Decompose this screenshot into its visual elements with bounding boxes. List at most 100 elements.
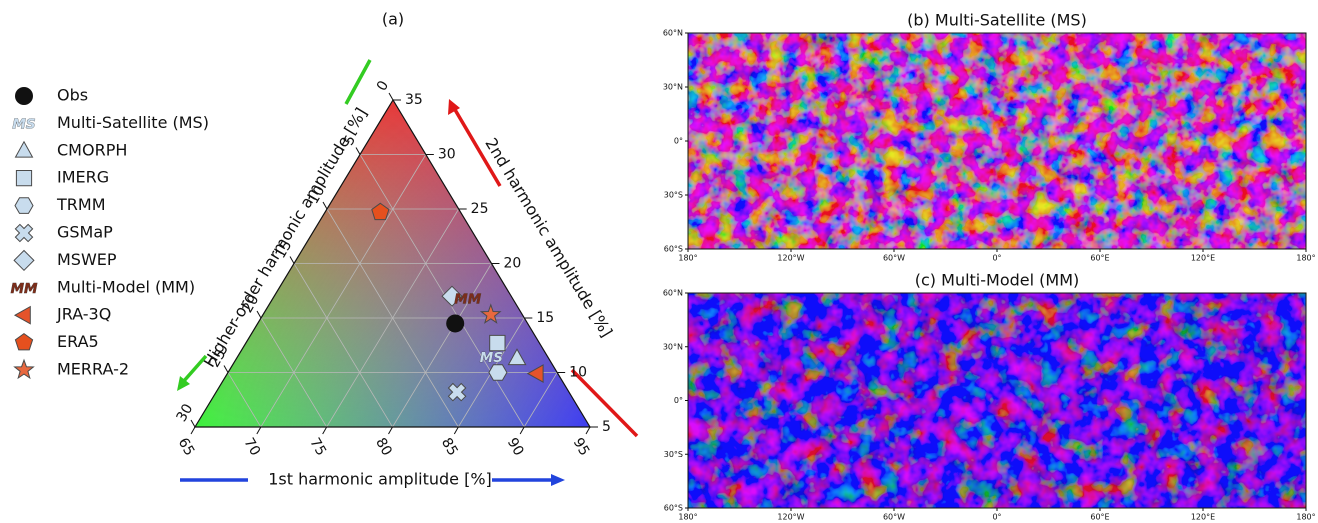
- tick-mark: [256, 426, 262, 435]
- second-tick-label: 10: [569, 365, 587, 381]
- y-tick-label: 30°N: [663, 83, 683, 92]
- point: [479, 303, 502, 324]
- x-tick-label: 60°E: [1090, 254, 1109, 263]
- higher-tick-label: 15: [273, 238, 296, 261]
- map-panels: (b) Multi-Satellite (MS) 180° 120°W 60°W 0° 6…: [663, 11, 1316, 522]
- tick-mark: [355, 147, 361, 155]
- legend-marker: [14, 223, 34, 243]
- x-tick-label: 180°: [678, 513, 697, 522]
- legend: Obs MS Multi-Satellite (MS) CMORPH IMERG TRMM…: [10, 86, 209, 380]
- tick-mark: [453, 426, 459, 435]
- legend-marker: [15, 87, 33, 105]
- grid-line: [293, 263, 393, 428]
- x-tick-label: 0°: [992, 254, 1001, 263]
- point: [447, 382, 467, 402]
- tick-mark: [322, 426, 328, 435]
- higher-tick-label: 10: [306, 183, 329, 206]
- first-tick-label: 95: [570, 435, 593, 458]
- first-tick-label: 75: [306, 435, 329, 458]
- second-tick-label: 25: [471, 201, 489, 217]
- second-tick-label: 30: [438, 147, 456, 163]
- first-tick-label: 80: [372, 435, 395, 458]
- legend-marker: [13, 358, 35, 380]
- map-field: [688, 293, 1306, 508]
- tick-mark: [388, 92, 394, 101]
- arrow: [344, 59, 372, 105]
- grid-line: [392, 263, 492, 428]
- y-tick-label: 30°S: [664, 450, 683, 459]
- higher-tick-label: 25: [207, 347, 230, 370]
- first-tick-label: 65: [175, 435, 198, 458]
- y-tick-label: 60°N: [663, 289, 683, 298]
- x-tick-label: 120°E: [1191, 513, 1215, 522]
- y-tick-label: 0°: [674, 137, 683, 146]
- y-tick-label: 0°: [674, 396, 683, 405]
- grid-line: [326, 208, 459, 428]
- x-tick-label: 60°E: [1090, 513, 1109, 522]
- y-tick-label: 60°S: [664, 504, 683, 513]
- y-tick-label: 60°S: [664, 245, 683, 254]
- first-tick-label: 90: [504, 435, 527, 458]
- arrow: [181, 354, 208, 384]
- legend-marker: MS: [12, 116, 35, 132]
- panel-title: (a): [382, 10, 404, 29]
- x-tick-label: 180°: [1296, 513, 1315, 522]
- legend-label: JRA-3Q: [56, 305, 111, 324]
- legend-label: CMORPH: [57, 140, 127, 159]
- y-tick-label: 30°N: [663, 342, 683, 351]
- tick-mark: [322, 201, 328, 210]
- grid-line: [359, 154, 525, 428]
- x-tick-label: 60°W: [883, 513, 905, 522]
- legend-label: IMERG: [57, 168, 109, 187]
- legend-label: MERRA-2: [57, 360, 129, 379]
- x-tick-label: 60°W: [883, 254, 905, 263]
- second-tick-label: 5: [602, 419, 611, 435]
- ternary-panel: (a) 1st harmonic amplitude [%] 2nd harmo…: [10, 10, 639, 489]
- legend-label: Multi-Satellite (MS): [57, 113, 209, 132]
- legend-label: ERA5: [57, 332, 99, 351]
- x-tick-label: 180°: [1296, 254, 1315, 263]
- higher-tick-label: 20: [240, 292, 263, 315]
- second-tick-label: 35: [405, 92, 423, 108]
- point: [446, 314, 465, 333]
- tick-mark: [519, 426, 525, 435]
- tick-mark: [289, 256, 295, 264]
- tick-mark: [388, 426, 393, 435]
- legend-label: GSMaP: [57, 223, 113, 242]
- axis-label: 1st harmonic amplitude [%]: [268, 470, 492, 489]
- legend-marker: [13, 305, 31, 325]
- point: [488, 364, 508, 381]
- triangle-frame: [193, 98, 592, 428]
- tick-mark: [190, 426, 196, 435]
- higher-tick-label: 30: [174, 401, 197, 424]
- x-tick-label: 120°W: [777, 254, 804, 263]
- arrow-head: [177, 376, 190, 391]
- point: [441, 285, 463, 307]
- second-tick-label: 20: [504, 256, 522, 272]
- tick-mark: [190, 419, 196, 428]
- point: MM: [454, 291, 481, 307]
- x-tick-label: 0°: [992, 513, 1001, 522]
- legend-label: MSWEP: [57, 250, 117, 269]
- higher-tick-label: 0: [374, 78, 392, 94]
- point: [371, 202, 390, 221]
- panel-title: (c) Multi-Model (MM): [915, 271, 1079, 290]
- x-tick-label: 120°E: [1191, 254, 1215, 263]
- y-tick-label: 30°S: [664, 191, 683, 200]
- legend-label: Multi-Model (MM): [57, 277, 195, 296]
- arrow-head: [551, 474, 565, 486]
- arrow: [570, 368, 639, 438]
- map-field: [688, 33, 1306, 249]
- second-tick-label: 15: [536, 310, 554, 326]
- legend-label: TRMM: [56, 195, 106, 214]
- legend-label: Obs: [57, 86, 88, 105]
- legend-marker: [15, 170, 33, 187]
- x-tick-label: 180°: [678, 254, 697, 263]
- legend-marker: [13, 249, 35, 272]
- tick-mark: [256, 310, 262, 319]
- grid-line: [227, 372, 262, 428]
- point: [526, 364, 544, 383]
- point: [489, 334, 506, 352]
- legend-marker: MM: [11, 281, 38, 297]
- first-tick-label: 70: [240, 435, 263, 458]
